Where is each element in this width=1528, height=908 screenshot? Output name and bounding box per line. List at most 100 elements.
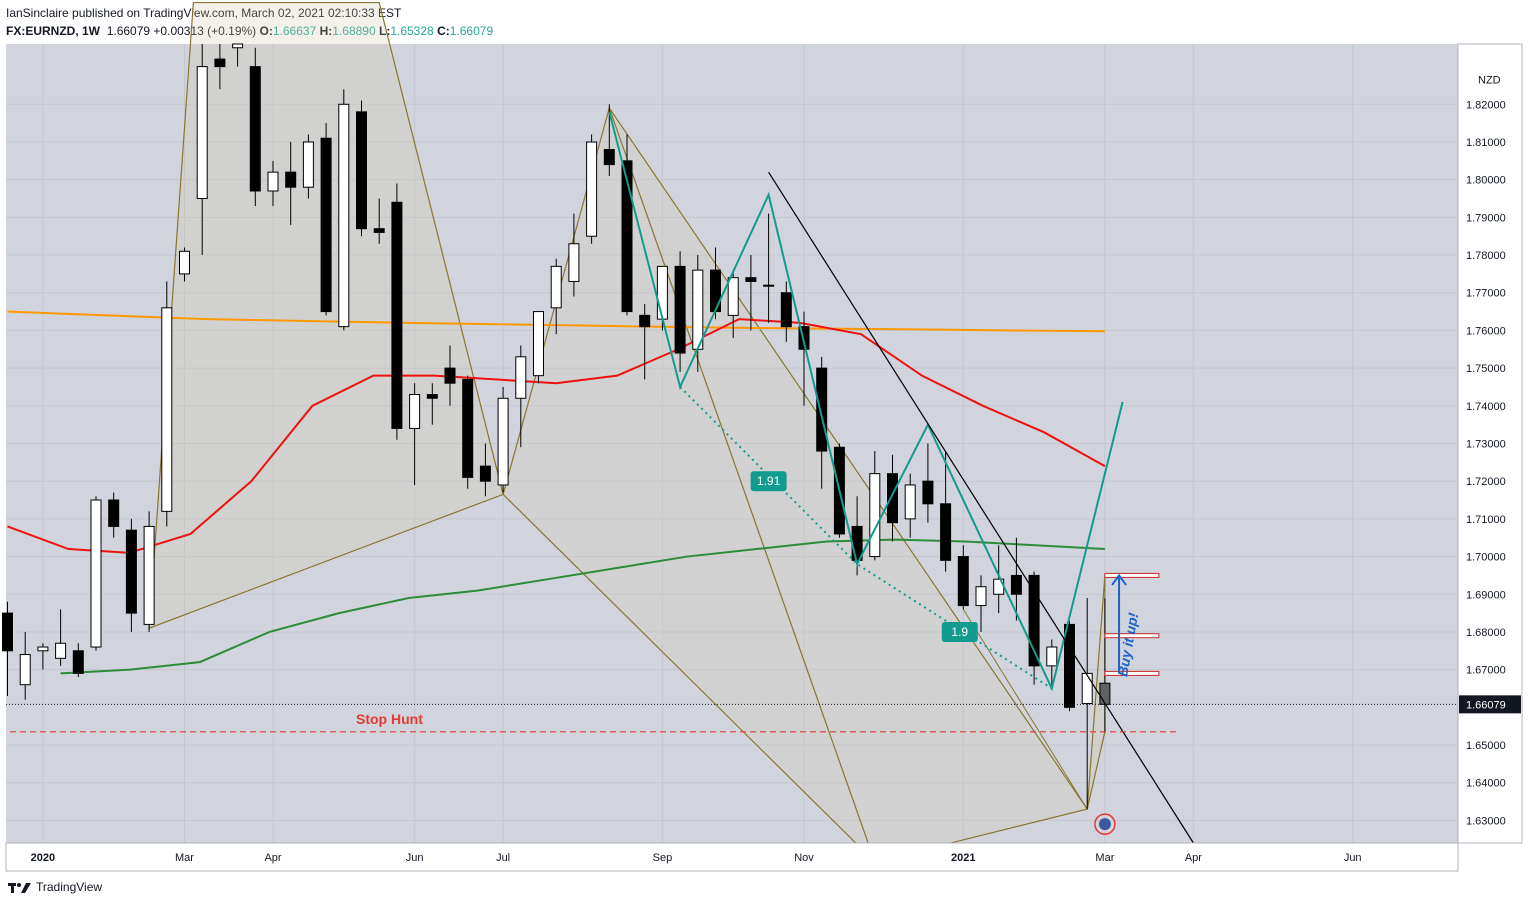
candle bbox=[214, 44, 226, 90]
candle-body bbox=[232, 43, 244, 49]
candle-body bbox=[285, 171, 297, 188]
candle-body bbox=[90, 499, 102, 648]
candle-body bbox=[727, 277, 739, 316]
candle bbox=[533, 311, 544, 384]
target-level-box bbox=[1104, 633, 1160, 639]
candle bbox=[515, 345, 527, 448]
price-tick-label: 1.82000 bbox=[1466, 99, 1506, 111]
open-label: O: bbox=[260, 24, 273, 38]
time-tick-label: 2020 bbox=[31, 852, 55, 864]
price-tick-label: 1.72000 bbox=[1466, 476, 1506, 488]
candle bbox=[196, 44, 208, 256]
candle bbox=[356, 100, 367, 237]
candle bbox=[745, 255, 757, 331]
candle bbox=[125, 518, 137, 632]
candle-body bbox=[798, 326, 810, 350]
candle-body bbox=[816, 367, 828, 452]
candle bbox=[2, 601, 13, 697]
candle-body bbox=[1028, 574, 1040, 667]
candle-body bbox=[639, 314, 651, 328]
trend-line-brown bbox=[608, 107, 876, 863]
candle-body bbox=[780, 292, 792, 328]
high-label: H: bbox=[320, 24, 333, 38]
candle-body bbox=[161, 307, 173, 512]
candle-body bbox=[515, 356, 527, 399]
candle-body bbox=[869, 473, 881, 558]
candle bbox=[232, 43, 244, 67]
candle bbox=[940, 451, 952, 572]
footer: TradingView bbox=[8, 880, 102, 894]
candle bbox=[1064, 620, 1075, 712]
candle-body bbox=[1010, 574, 1022, 595]
candle bbox=[727, 270, 739, 338]
candle bbox=[568, 213, 580, 297]
candle bbox=[887, 454, 898, 542]
ratio-label-bg bbox=[750, 471, 787, 492]
candle bbox=[37, 643, 49, 670]
candle bbox=[603, 104, 615, 176]
time-tick-label: Apr bbox=[264, 852, 281, 864]
price-axis[interactable]: 1.82000 1.81000 1.80000 1.79000 1.78000 1.770… bbox=[1457, 43, 1523, 844]
price-tick-label: 1.73000 bbox=[1466, 439, 1506, 451]
stop-hunt-label: Stop Hunt bbox=[356, 711, 423, 727]
current-price-tag-bg bbox=[1459, 695, 1521, 714]
candle-body bbox=[320, 137, 332, 313]
candle-body bbox=[143, 525, 155, 625]
candle-body bbox=[338, 103, 350, 328]
price-tick-label: 1.81000 bbox=[1466, 137, 1506, 149]
candle-body bbox=[72, 650, 84, 674]
current-price-tag-text: 1.66079 bbox=[1466, 699, 1506, 711]
candle bbox=[780, 281, 792, 342]
candle-body bbox=[444, 367, 456, 384]
candle bbox=[108, 492, 120, 538]
low-label: L: bbox=[379, 24, 390, 38]
candle-body bbox=[214, 58, 226, 68]
candle-body bbox=[249, 66, 261, 192]
time-axis[interactable]: 2020 Mar Apr Jun Jul Sep Nov 2021 Mar Apr Jun bbox=[5, 842, 1459, 872]
candle-body bbox=[904, 484, 916, 520]
target-level-box bbox=[1104, 670, 1160, 676]
candle-body bbox=[479, 465, 491, 482]
currency-label: NZD bbox=[1478, 74, 1501, 86]
candle-body bbox=[533, 311, 544, 377]
candle-body bbox=[125, 529, 137, 614]
open-value: 1.66637 bbox=[273, 24, 316, 38]
candle bbox=[267, 160, 279, 207]
candle bbox=[179, 247, 190, 282]
low-value: 1.65328 bbox=[390, 24, 434, 38]
candle-body bbox=[922, 480, 934, 505]
close-value: 1.66079 bbox=[449, 24, 494, 38]
price-tick-label: 1.67000 bbox=[1466, 665, 1506, 677]
candle-body bbox=[975, 586, 987, 607]
candle bbox=[1010, 537, 1022, 621]
time-tick-label: Nov bbox=[794, 852, 814, 864]
moving-average-line bbox=[60, 538, 1105, 675]
time-tick-label: Sep bbox=[653, 852, 673, 864]
alert-marker-ring bbox=[1094, 813, 1116, 835]
candle bbox=[957, 545, 969, 610]
candle bbox=[621, 134, 633, 316]
candle bbox=[1046, 639, 1058, 689]
ratio-label: 1.91 bbox=[750, 471, 787, 492]
price-tick-label: 1.65000 bbox=[1466, 740, 1506, 752]
candle-body bbox=[1081, 672, 1093, 705]
target-level-box bbox=[1104, 572, 1160, 578]
time-tick-label: Jun bbox=[406, 852, 424, 864]
candle-body bbox=[196, 66, 208, 200]
candle bbox=[161, 281, 173, 527]
candle bbox=[497, 386, 509, 493]
candle-body bbox=[55, 642, 67, 659]
candle bbox=[302, 134, 314, 199]
candle bbox=[586, 134, 598, 244]
candle-body bbox=[763, 284, 775, 287]
last-price: 1.66079 bbox=[106, 24, 151, 38]
candle-body bbox=[409, 394, 421, 429]
candle-body bbox=[497, 397, 509, 486]
price-tick-label: 1.69000 bbox=[1466, 589, 1506, 601]
candle bbox=[444, 345, 456, 406]
candle bbox=[816, 356, 828, 489]
candle-body bbox=[1064, 623, 1075, 708]
candle-body bbox=[957, 556, 969, 607]
candle-body bbox=[710, 269, 721, 313]
